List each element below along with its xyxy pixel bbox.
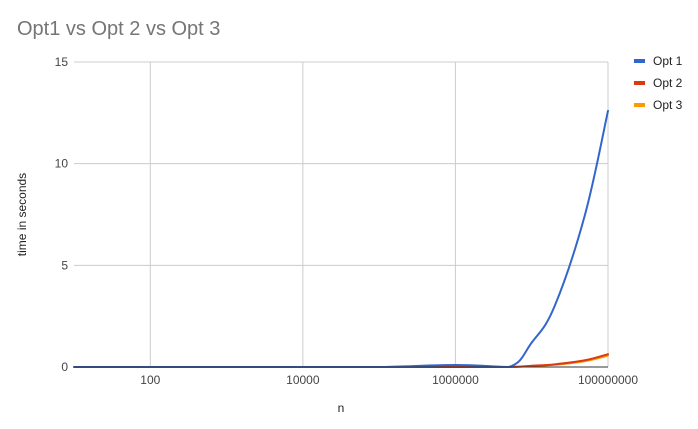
y-tick-label: 0 <box>61 360 68 374</box>
x-tick-label: 100000000 <box>578 373 638 387</box>
x-tick-label: 1000000 <box>432 373 479 387</box>
series-lines <box>73 109 609 369</box>
y-axis-title: time in seconds <box>15 173 29 256</box>
x-tick-label: 100 <box>140 373 160 387</box>
chart-title: Opt1 vs Opt 2 vs Opt 3 <box>17 18 221 40</box>
axes: 0 5 10 15 100 10000 1000000 100000000 n time in s… <box>15 55 638 415</box>
y-tick-label: 15 <box>55 55 69 69</box>
series-line-opt-2 <box>73 353 609 369</box>
y-tick-label: 5 <box>61 258 68 272</box>
legend-label: Opt 3 <box>653 98 683 112</box>
legend-label: Opt 1 <box>653 54 683 68</box>
x-axis-title: n <box>338 401 345 415</box>
grid <box>74 61 609 367</box>
legend-label: Opt 2 <box>653 76 683 90</box>
legend: Opt 1 Opt 2 Opt 3 <box>634 54 683 112</box>
x-tick-label: 10000 <box>286 373 320 387</box>
y-tick-label: 10 <box>55 157 69 171</box>
series-line-opt-1 <box>73 109 609 369</box>
